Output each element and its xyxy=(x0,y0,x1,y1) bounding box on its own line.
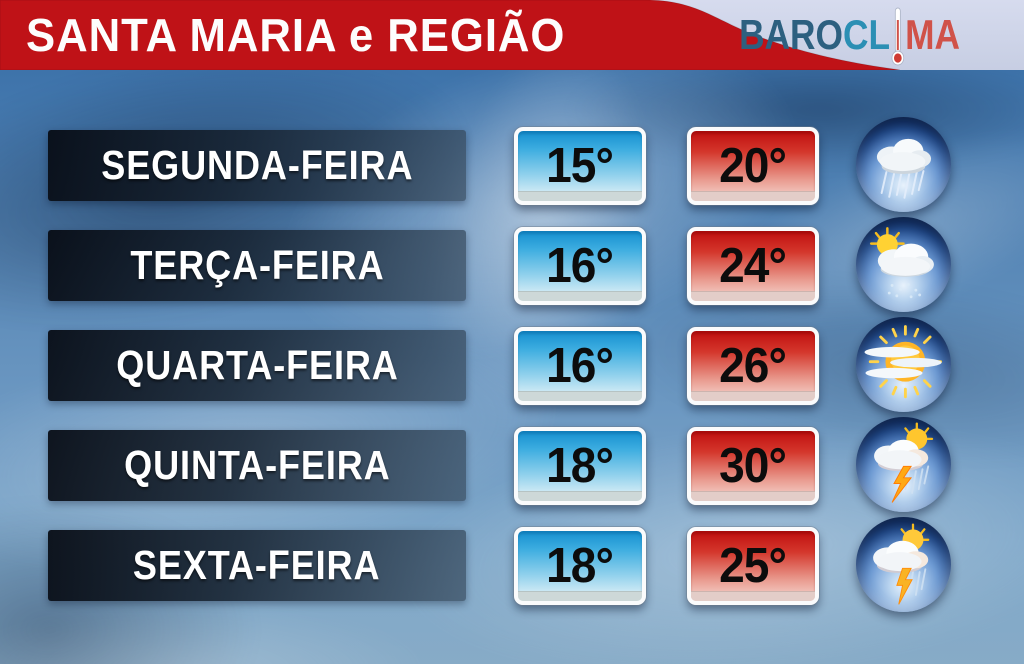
min-temp-box: 16° xyxy=(514,227,646,305)
forecast-row: QUINTA-FEIRA 18° 30° xyxy=(0,417,1024,523)
sun-clouds-icon xyxy=(864,325,942,399)
min-temp-value: 16° xyxy=(546,339,615,393)
thermometer-icon xyxy=(891,6,904,68)
max-temp-box: 25° xyxy=(687,527,819,605)
day-label-box: SEXTA-FEIRA xyxy=(48,530,466,601)
min-temp-box: 15° xyxy=(514,127,646,205)
weather-icon-sphere xyxy=(856,317,951,412)
min-temp-value: 18° xyxy=(546,539,615,593)
min-temp-value: 16° xyxy=(546,239,615,293)
rain-icon xyxy=(876,138,932,199)
day-label-box: TERÇA-FEIRA xyxy=(48,230,466,301)
page-title: SANTA MARIA e REGIÃO xyxy=(26,9,566,61)
logo-text-cl: CL xyxy=(842,11,891,58)
baroclima-logo: BARO CL MA xyxy=(739,0,960,70)
red-banner xyxy=(0,0,900,70)
min-temp-box: 16° xyxy=(514,327,646,405)
storm-sun-icon xyxy=(873,523,930,605)
min-temp-box: 18° xyxy=(514,427,646,505)
max-temp-box: 26° xyxy=(687,327,819,405)
forecast-row: TERÇA-FEIRA 16° 24° xyxy=(0,217,1024,323)
forecast-row: SEXTA-FEIRA 18° 25° xyxy=(0,517,1024,623)
day-label: SEXTA-FEIRA xyxy=(133,542,381,588)
day-label: SEGUNDA-FEIRA xyxy=(100,142,414,188)
max-temp-value: 26° xyxy=(719,339,788,393)
forecast-row: QUARTA-FEIRA 16° 26° xyxy=(0,317,1024,423)
max-temp-box: 30° xyxy=(687,427,819,505)
max-temp-value: 24° xyxy=(719,239,788,293)
day-label: TERÇA-FEIRA xyxy=(129,242,385,288)
day-label: QUINTA-FEIRA xyxy=(123,442,391,488)
day-label-box: QUARTA-FEIRA xyxy=(48,330,466,401)
weather-icon-sphere xyxy=(856,417,951,512)
day-label-box: SEGUNDA-FEIRA xyxy=(48,130,466,201)
weather-icon-sphere xyxy=(856,217,951,312)
day-label-box: QUINTA-FEIRA xyxy=(48,430,466,501)
forecast-table: SEGUNDA-FEIRA 15° 20° xyxy=(0,117,1024,664)
weather-icon-sphere xyxy=(856,517,951,612)
weather-icon-sphere xyxy=(856,117,951,212)
max-temp-box: 24° xyxy=(687,227,819,305)
max-temp-value: 30° xyxy=(719,439,788,493)
min-temp-value: 18° xyxy=(546,439,615,493)
sun-cloud-drizzle-icon xyxy=(869,227,934,299)
storm-sun-icon xyxy=(874,422,934,503)
forecast-row: SEGUNDA-FEIRA 15° 20° xyxy=(0,117,1024,223)
logo-text-ma: MA xyxy=(905,11,960,58)
max-temp-value: 25° xyxy=(719,539,788,593)
day-label: QUARTA-FEIRA xyxy=(115,342,399,388)
min-temp-box: 18° xyxy=(514,527,646,605)
min-temp-value: 15° xyxy=(546,139,615,193)
max-temp-value: 20° xyxy=(719,139,788,193)
max-temp-box: 20° xyxy=(687,127,819,205)
logo-text-baro: BARO xyxy=(739,11,843,58)
